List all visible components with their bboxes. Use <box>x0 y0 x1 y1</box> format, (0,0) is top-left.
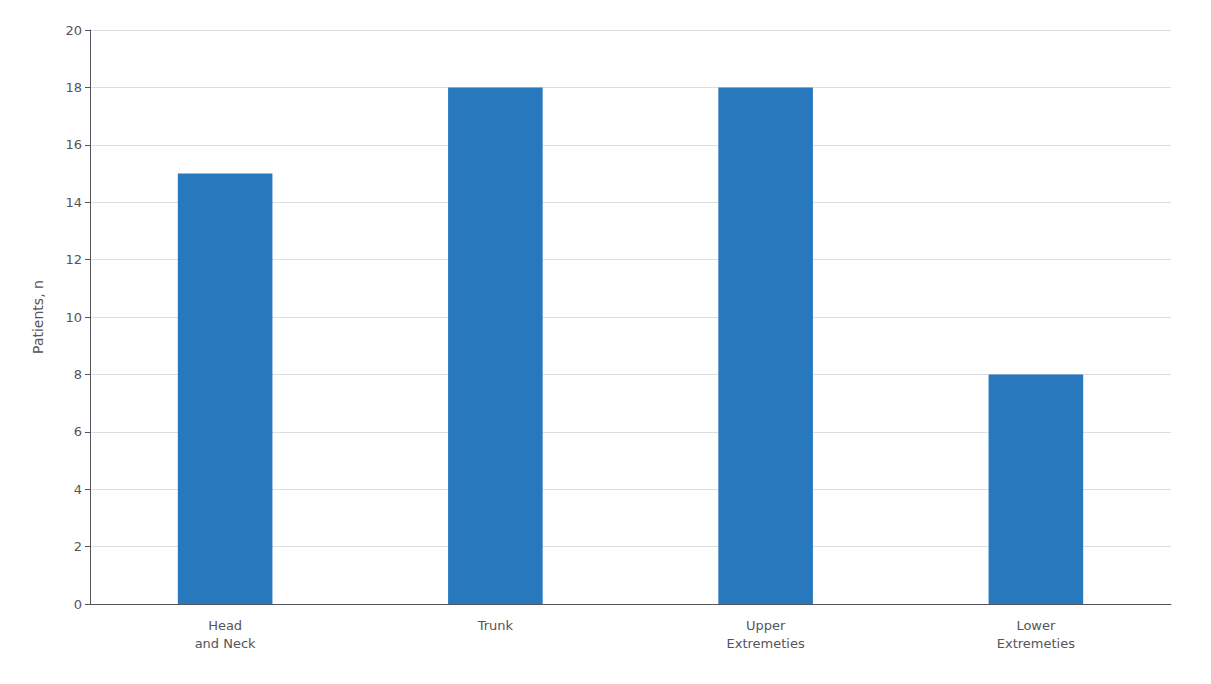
svg-text:Extremeties: Extremeties <box>997 636 1075 651</box>
svg-text:Lower: Lower <box>1016 618 1056 633</box>
svg-text:12: 12 <box>65 252 82 267</box>
svg-text:20: 20 <box>65 23 82 38</box>
svg-text:10: 10 <box>65 310 82 325</box>
svg-text:Head: Head <box>208 618 242 633</box>
svg-text:16: 16 <box>65 137 82 152</box>
svg-text:Upper: Upper <box>746 618 786 633</box>
svg-text:8: 8 <box>74 367 82 382</box>
svg-text:6: 6 <box>74 424 82 439</box>
svg-text:0: 0 <box>74 597 82 612</box>
svg-text:14: 14 <box>65 195 82 210</box>
svg-text:and Neck: and Neck <box>195 636 256 651</box>
svg-text:18: 18 <box>65 80 82 95</box>
svg-text:2: 2 <box>74 539 82 554</box>
svg-text:Extremeties: Extremeties <box>727 636 805 651</box>
svg-text:Patients, n: Patients, n <box>30 280 46 354</box>
svg-text:Trunk: Trunk <box>477 618 514 633</box>
svg-text:4: 4 <box>74 482 82 497</box>
